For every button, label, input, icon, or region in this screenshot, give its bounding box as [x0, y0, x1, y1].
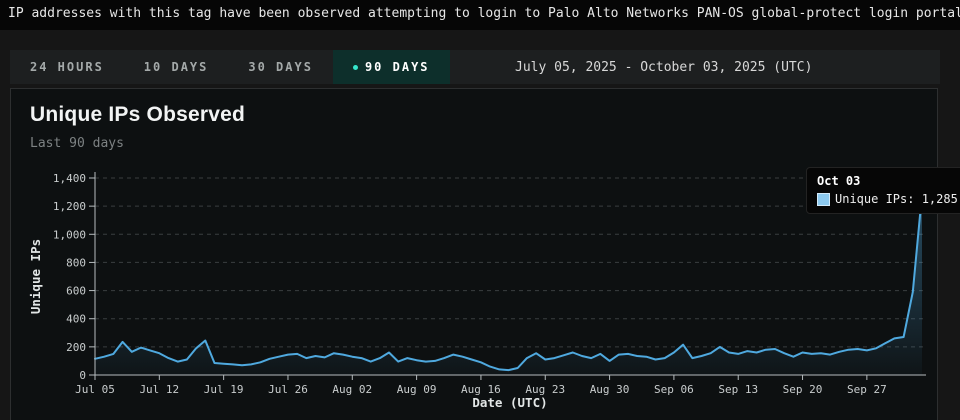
svg-text:Jul 19: Jul 19	[204, 383, 244, 396]
svg-text:Sep 13: Sep 13	[718, 383, 758, 396]
svg-text:800: 800	[66, 256, 86, 269]
tab-10-days[interactable]: 10 DAYS	[143, 60, 209, 74]
active-tab-dot	[352, 64, 358, 70]
svg-text:Jul 12: Jul 12	[139, 383, 179, 396]
tooltip-series-swatch	[817, 192, 830, 206]
svg-text:Sep 27: Sep 27	[847, 383, 887, 396]
svg-text:Jul 26: Jul 26	[268, 383, 308, 396]
svg-text:Sep 20: Sep 20	[783, 383, 823, 396]
tag-description: IP addresses with this tag have been obs…	[0, 0, 960, 30]
date-range-label: July 05, 2025 - October 03, 2025 (UTC)	[515, 59, 813, 75]
tooltip-value: Unique IPs: 1,285	[835, 192, 958, 206]
svg-text:Aug 02: Aug 02	[332, 383, 372, 396]
svg-text:Date (UTC): Date (UTC)	[472, 395, 547, 410]
svg-text:1,000: 1,000	[53, 228, 86, 241]
tab-90-days-label: 90 DAYS	[364, 60, 430, 74]
tooltip-row: Unique IPs: 1,285	[817, 192, 958, 206]
svg-text:Sep 06: Sep 06	[654, 383, 694, 396]
tab-30-days[interactable]: 30 DAYS	[248, 60, 313, 74]
tooltip-date: Oct 03	[817, 174, 861, 188]
svg-text:200: 200	[66, 341, 86, 354]
svg-text:400: 400	[66, 313, 86, 326]
svg-text:Aug 30: Aug 30	[590, 383, 630, 396]
svg-text:Aug 16: Aug 16	[461, 383, 501, 396]
svg-text:Jul 05: Jul 05	[75, 383, 115, 396]
chart-subtitle: Last 90 days	[30, 136, 124, 151]
unique-ips-line-chart[interactable]: 0 200 400 600 800 1,000 1,200 1,400 Jul 05 Jul 12…	[0, 160, 960, 420]
tab-90-days[interactable]: 90 DAYS	[332, 50, 450, 84]
chart-tooltip: Oct 03 Unique IPs: 1,285	[806, 167, 960, 214]
chart-title: Unique IPs Observed	[30, 103, 246, 126]
tab-24-hours[interactable]: 24 HOURS	[30, 60, 104, 74]
svg-text:Unique IPs: Unique IPs	[28, 239, 43, 314]
svg-text:Aug 09: Aug 09	[397, 383, 437, 396]
time-range-tab-bar: 24 HOURS 10 DAYS 30 DAYS 90 DAYS July 05…	[10, 50, 940, 84]
svg-text:0: 0	[79, 369, 86, 382]
svg-text:1,200: 1,200	[53, 200, 86, 213]
svg-text:Aug 23: Aug 23	[525, 383, 565, 396]
svg-text:600: 600	[66, 285, 86, 298]
svg-text:1,400: 1,400	[53, 172, 86, 185]
